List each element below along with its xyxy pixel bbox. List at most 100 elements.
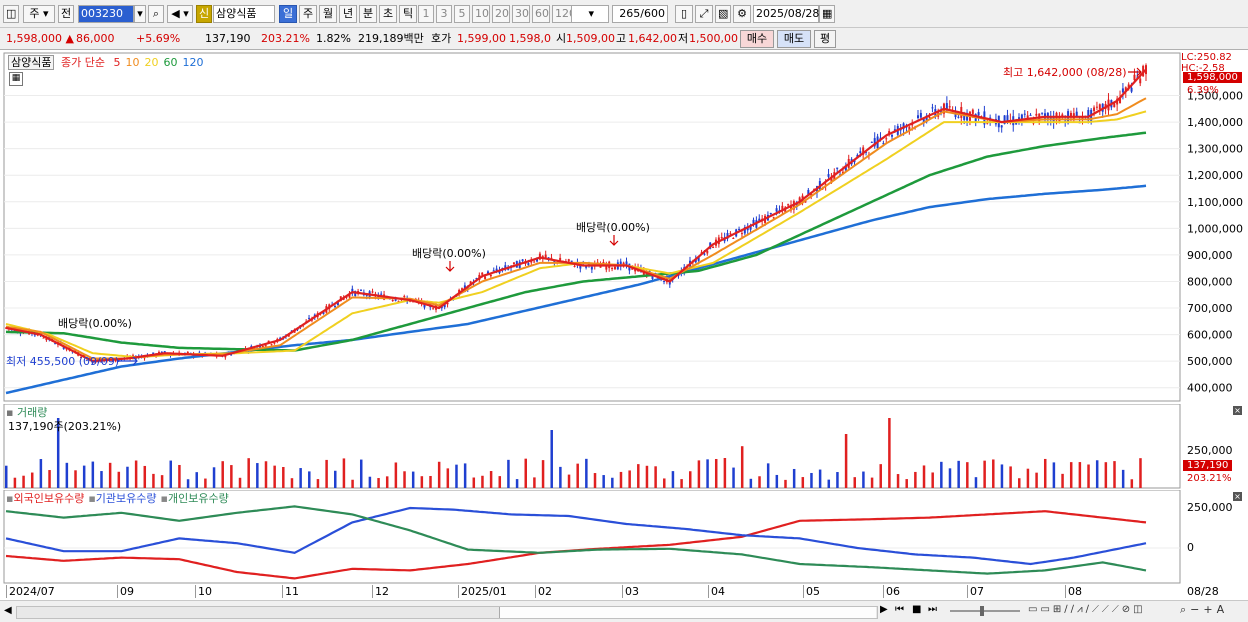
zoom-slider[interactable] [950, 606, 1020, 616]
volume-bar [13, 477, 17, 488]
interval-button-1[interactable]: 주 [299, 5, 317, 23]
chart-menu-icon[interactable]: ◫ [3, 5, 19, 23]
minute-button-60[interactable]: 60 [532, 5, 550, 23]
compare-button[interactable]: 전 [58, 5, 74, 23]
volume-bar [282, 466, 285, 488]
stock-code-input[interactable]: 003230 [78, 5, 134, 23]
candle-body [559, 257, 562, 262]
data-count-field[interactable]: 265/600 [612, 5, 668, 23]
price-y-tick-1: 1,400,000 [1187, 116, 1243, 129]
volume-value: 137,190 [205, 32, 251, 45]
volume-bar [472, 477, 476, 488]
candle-body [533, 261, 536, 263]
ma-legend-item-3: 60 [163, 56, 178, 69]
volume-bar [654, 466, 657, 488]
interval-button-0[interactable]: 일 [279, 5, 297, 23]
volume-bar [766, 463, 770, 488]
scroll-left-icon[interactable]: ◀ [4, 605, 12, 616]
hc-label: HC:-2.58 [1181, 63, 1225, 74]
interval-button-6[interactable]: 틱 [399, 5, 417, 23]
scroll-thumb[interactable] [499, 607, 876, 618]
holder-y-tick-top: 250,000 [1187, 501, 1233, 514]
code-dropdown-icon[interactable]: ▾ [134, 5, 146, 23]
turnover-pct: 1.82% [316, 32, 351, 45]
minute-button-20[interactable]: 20 [492, 5, 510, 23]
candle-body [567, 259, 570, 262]
candle-body [527, 263, 530, 266]
zoom-slider-handle[interactable] [980, 606, 984, 616]
interval-button-3[interactable]: 년 [339, 5, 357, 23]
volume-bar [463, 463, 467, 488]
x-axis-label-3: 11 [282, 585, 299, 598]
candle-body [1127, 84, 1130, 89]
minute-button-10[interactable]: 10 [472, 5, 490, 23]
speaker-icon[interactable]: ◀ ▾ [167, 5, 193, 23]
stop-icon[interactable]: ■ [912, 604, 922, 615]
candle-body [830, 177, 833, 183]
volume-bar [489, 471, 493, 488]
volume-bar [108, 462, 112, 488]
volume-bar [290, 478, 294, 488]
interval-button-2[interactable]: 월 [319, 5, 337, 23]
minute-button-30[interactable]: 30 [512, 5, 530, 23]
candle-body [738, 228, 741, 230]
holder-legend-item-2: 개인보유수량 [167, 492, 229, 505]
minute-button-1[interactable]: 1 [418, 5, 434, 23]
minute-button-3[interactable]: 3 [436, 5, 452, 23]
stock-name-field[interactable]: 삼양식품 [213, 5, 275, 23]
table-toggle-icon[interactable]: ▦ [9, 72, 23, 86]
candle-body [810, 193, 813, 196]
chart-tools-icons[interactable]: ▭▭⊞∕∕⩘∕⟋⟋⟋⊘◫ [1028, 604, 1146, 615]
zoom-tools-icons[interactable]: ⌕−+A [1180, 603, 1229, 616]
x-axis-last-date: 08/28 [1187, 585, 1219, 598]
forward-icon[interactable]: ⏭ [928, 604, 937, 615]
volume-y-tick: 250,000 [1187, 444, 1233, 457]
candle-body [925, 115, 928, 122]
interval-button-4[interactable]: 분 [359, 5, 377, 23]
period-dropdown[interactable]: ▾ [571, 5, 609, 23]
stock-title: 삼양식품 [8, 55, 55, 70]
period-type-select[interactable]: 주 ▾ [23, 5, 55, 23]
candle-body [403, 296, 406, 298]
candle-body [697, 256, 700, 261]
buy-button[interactable]: 매수 [740, 30, 774, 48]
calendar-icon[interactable]: ▦ [819, 5, 835, 23]
date-field[interactable]: 2025/08/28 [753, 5, 819, 23]
candle-type-icon[interactable]: ▯ [675, 5, 693, 23]
search-icon[interactable]: ⌕ [148, 5, 164, 23]
scroll-track[interactable] [16, 606, 878, 619]
new-badge: 신 [196, 5, 212, 23]
x-axis-label-6: 02 [535, 585, 552, 598]
volume-close-icon[interactable]: × [1233, 406, 1242, 415]
settings-gear-icon[interactable]: ⚙ [733, 5, 751, 23]
candle-body [85, 359, 88, 361]
candle-body [486, 271, 489, 274]
volume-bar [749, 478, 753, 488]
candle-body [371, 291, 374, 293]
holder-close-icon[interactable]: × [1233, 492, 1242, 501]
candle-body [807, 189, 810, 195]
scroll-right-icon[interactable]: ▶ [880, 604, 888, 615]
candle-body [1006, 115, 1009, 122]
candle-body [45, 338, 48, 341]
candle-body [1113, 103, 1116, 108]
candle-body [1000, 125, 1003, 128]
eval-button[interactable]: 평 [814, 30, 836, 48]
candle-body [264, 345, 267, 347]
minute-button-120[interactable]: 120 [552, 5, 576, 23]
moving-averages [5, 68, 1147, 395]
minute-button-5[interactable]: 5 [454, 5, 470, 23]
volume-bar [888, 418, 891, 488]
volume-chart[interactable] [0, 403, 1248, 489]
interval-button-5[interactable]: 초 [379, 5, 397, 23]
volume-bar [896, 474, 900, 488]
drawing-tool-icon[interactable]: ▧ [715, 5, 731, 23]
sell-button[interactable]: 매도 [777, 30, 811, 48]
holder-chart[interactable] [0, 489, 1248, 584]
volume-bar [853, 477, 857, 488]
candle-body [611, 267, 614, 270]
candle-body [940, 109, 943, 114]
overlay-icon[interactable]: ⤢ [695, 5, 713, 23]
price-chart[interactable]: 1,500,000 1,400,000 1,300,000 1,200,000 1,10… [0, 51, 1248, 403]
rewind-icon[interactable]: ⏮ [895, 604, 904, 615]
